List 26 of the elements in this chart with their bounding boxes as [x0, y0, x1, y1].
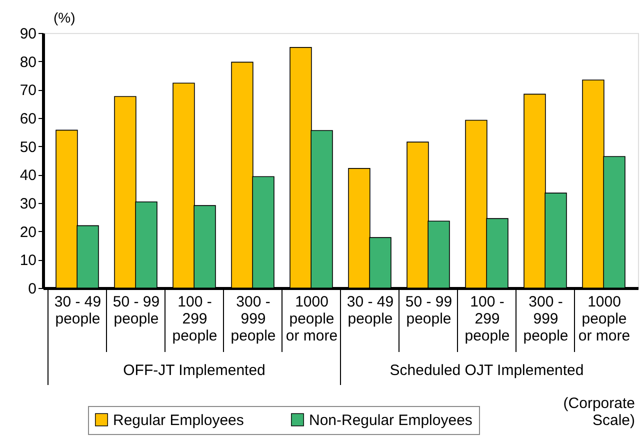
y-tick-label: 0 [28, 280, 36, 298]
x-tick-label: 30 - 49 people [54, 294, 102, 328]
legend-label: Regular Employees [113, 412, 244, 429]
x-axis-title: (Corporate Scale) [563, 395, 635, 429]
x-tick-label: 100 - 299 people [464, 294, 510, 344]
x-tick-label: 300 - 999 people [523, 294, 568, 344]
x-tick-label: 1000 people or more [578, 294, 630, 344]
text: Scheduled OJT Implemented [390, 362, 584, 379]
x-tick-label: 50 - 99 people [405, 294, 452, 328]
y-tick-label: 90 [20, 26, 36, 42]
y-axis-title: (%) [54, 10, 76, 26]
x-tick-label: 300 - 999 people [230, 294, 276, 344]
y-tick-label: 10 [20, 252, 36, 270]
text: OFF-JT Implemented [123, 362, 266, 379]
y-tick-label: 70 [20, 82, 36, 100]
x-tick-label: 50 - 99 people [112, 294, 160, 328]
y-tick-label: 60 [20, 110, 36, 128]
y-tick-label: 50 [20, 138, 36, 156]
y-tick-label: 40 [20, 167, 36, 184]
x-tick-label: 30 - 49 people [346, 294, 394, 328]
x-tick-label: 1000 people or more [286, 294, 338, 344]
y-tick-label: 20 [20, 224, 36, 241]
legend-label: Non-Regular Employees [309, 412, 472, 429]
x-tick-label: 100 - 299 people [172, 294, 218, 344]
y-tick-label: 80 [20, 54, 36, 71]
y-tick-label: 30 [20, 196, 36, 212]
